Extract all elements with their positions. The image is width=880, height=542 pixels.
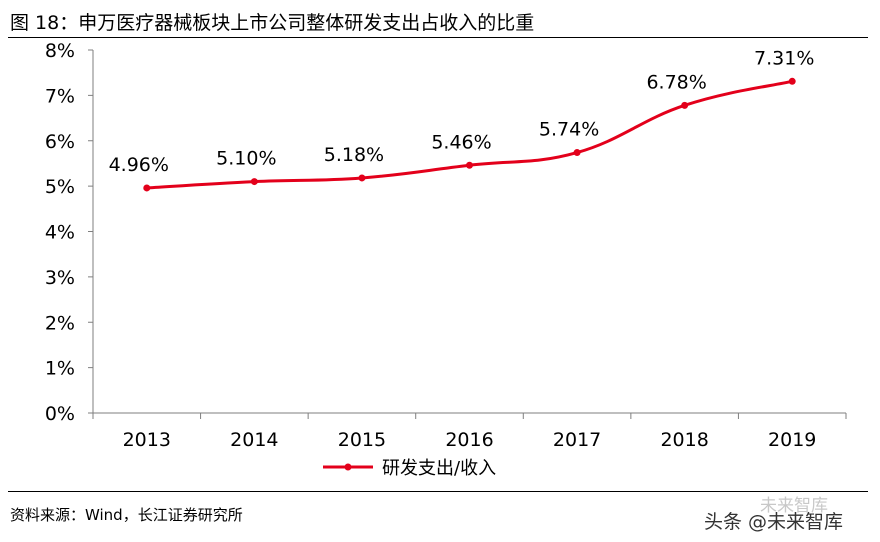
axes: 0% 1% 2% 3% 4% 5% 6% 7% 8% 2013 2014 2015 2016 2017 20… <box>45 40 847 451</box>
data-point <box>143 184 151 192</box>
y-tick-label: 8% <box>45 40 75 62</box>
y-tick-label: 0% <box>45 403 75 425</box>
data-label-layer: 4.96% 5.10% 5.18% 5.46% 5.74% 6.78% 7.31% <box>109 47 815 176</box>
data-label: 4.96% <box>109 154 169 176</box>
legend: 研发支出/收入 <box>323 458 496 479</box>
legend-label: 研发支出/收入 <box>382 458 496 479</box>
data-label: 5.10% <box>216 148 276 170</box>
y-tick-label: 1% <box>45 358 75 380</box>
data-label: 7.31% <box>754 47 814 69</box>
y-tick-label: 7% <box>45 85 75 107</box>
watermark: 头条 @未来智库 <box>704 511 844 533</box>
y-tick-label: 5% <box>45 176 75 198</box>
data-point <box>358 174 366 182</box>
data-point <box>466 161 473 169</box>
data-label: 5.46% <box>431 131 491 153</box>
title-divider <box>8 37 868 38</box>
data-point <box>250 178 258 186</box>
legend-swatch-marker <box>344 463 352 471</box>
data-label: 5.18% <box>324 144 384 166</box>
x-tick-label: 2019 <box>768 429 816 451</box>
x-tick-label: 2015 <box>338 429 386 451</box>
data-label: 6.78% <box>646 71 706 93</box>
data-point <box>788 77 796 85</box>
series-layer <box>143 77 796 192</box>
x-tick-label: 2014 <box>230 429 278 451</box>
x-tick-label: 2018 <box>660 429 708 451</box>
data-label: 5.74% <box>539 119 599 141</box>
x-tick-label: 2013 <box>123 429 171 451</box>
watermark-ghost: 未来智库 <box>760 496 828 516</box>
data-point <box>573 149 581 157</box>
y-tick-label: 6% <box>45 131 75 153</box>
data-point <box>681 101 689 109</box>
x-tick-label: 2017 <box>553 429 601 451</box>
source-note: 资料来源：Wind，长江证券研究所 <box>10 506 243 524</box>
y-tick-label: 3% <box>45 267 75 289</box>
line-chart: 0% 1% 2% 3% 4% 5% 6% 7% 8% 2013 2014 2015 2016 2017 20… <box>45 40 847 479</box>
y-tick-label: 2% <box>45 312 75 334</box>
footer-divider <box>8 491 868 492</box>
chart-title: 图 18：申万医疗器械板块上市公司整体研发支出占收入的比重 <box>10 12 535 34</box>
x-tick-label: 2016 <box>445 429 493 451</box>
y-tick-label: 4% <box>45 222 75 244</box>
